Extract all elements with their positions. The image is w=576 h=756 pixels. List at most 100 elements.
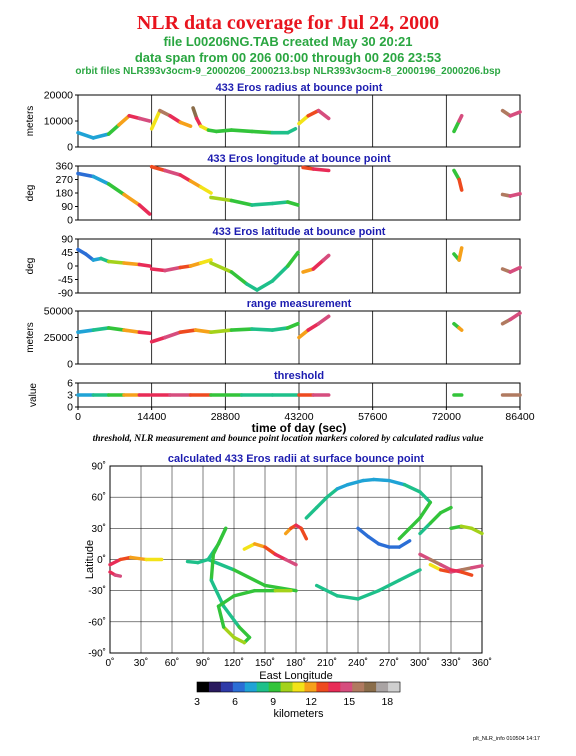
data-trace <box>76 171 96 179</box>
y-axis-label: deg <box>25 185 36 202</box>
colorbar-swatch <box>232 682 246 692</box>
x-tick-label: 0 <box>75 411 81 423</box>
map-trace <box>459 524 474 531</box>
panel-title: 433 Eros latitude at bounce point <box>213 226 386 238</box>
data-trace <box>137 330 152 336</box>
map-trace <box>418 490 433 505</box>
x-axis-label: time of day (sec) <box>252 421 347 435</box>
map-trace <box>407 516 422 531</box>
map-trace <box>221 625 236 640</box>
map-trace <box>314 495 329 510</box>
data-trace <box>168 114 183 125</box>
colorbar-swatch <box>352 682 365 692</box>
y-tick-label: -90 <box>58 288 73 300</box>
footer-stamp: plt_NLR_info 010504 14:17 <box>473 736 540 742</box>
data-trace <box>285 321 300 330</box>
map-trace <box>232 568 267 588</box>
colorbar-swatch <box>280 682 293 692</box>
data-trace <box>229 128 254 134</box>
map-trace <box>314 583 340 598</box>
data-trace <box>91 132 111 140</box>
data-trace <box>457 114 464 123</box>
y-axis-label: value <box>28 383 39 407</box>
y-tick-label: 0 <box>67 261 73 273</box>
data-trace <box>137 116 152 123</box>
map-trace <box>335 594 360 601</box>
colorbar-tick-label: 12 <box>305 696 317 708</box>
data-trace <box>229 327 254 332</box>
y-axis-label: meters <box>25 106 36 137</box>
data-trace <box>149 267 167 273</box>
map-x-tick-label: 30˚ <box>134 657 148 669</box>
data-trace <box>149 108 162 131</box>
map-trace <box>216 594 236 608</box>
colorbar-swatch <box>316 682 329 692</box>
map-trace <box>387 478 407 487</box>
data-trace <box>250 201 275 207</box>
colorbar-label: kilometers <box>273 708 324 720</box>
map-y-tick-label: -30˚ <box>88 585 106 597</box>
map-x-tick-label: 240˚ <box>348 657 368 669</box>
map-trace <box>366 534 381 546</box>
time-panel-5: threshold 036 value 0 14400 28800 43200 57600 72… <box>28 370 535 435</box>
colorbar-swatch <box>388 682 401 692</box>
data-trace <box>178 120 193 128</box>
data-trace <box>198 258 213 265</box>
map-trace <box>232 588 257 598</box>
map-trace <box>418 521 433 536</box>
panel-title: 433 Eros radius at bounce point <box>216 82 383 94</box>
data-trace <box>198 185 213 195</box>
map-trace <box>108 557 123 567</box>
map-trace <box>402 483 422 494</box>
y-tick-label: 3 <box>67 390 73 402</box>
map-x-tick-label: 330˚ <box>441 657 461 669</box>
data-trace <box>193 328 213 335</box>
chart-caption: threshold, NLR measurement and bounce po… <box>92 434 484 444</box>
colorbar-swatch <box>340 682 353 692</box>
data-trace <box>91 326 111 332</box>
y-tick-label: 0 <box>67 402 73 414</box>
data-trace <box>316 108 331 121</box>
y-tick-label: 10000 <box>44 116 73 128</box>
data-trace <box>508 110 522 118</box>
data-trace <box>122 261 142 267</box>
map-trace <box>128 555 148 562</box>
data-trace <box>452 119 461 134</box>
map-trace <box>438 562 453 572</box>
map-trace <box>221 604 241 629</box>
map-trace <box>361 477 376 483</box>
map-trace <box>113 573 123 578</box>
data-trace <box>106 259 126 265</box>
data-trace <box>285 250 300 268</box>
page-title: NLR data coverage for Jul 24, 2000 <box>136 12 440 34</box>
y-axis-label: deg <box>25 258 36 275</box>
time-panel-4: range measurement 0 25000 50000 meters <box>25 298 522 371</box>
y-tick-label: 6 <box>67 378 73 390</box>
data-trace <box>163 330 183 340</box>
colorbar-swatch <box>256 682 270 692</box>
map-x-tick-label: 300˚ <box>410 657 430 669</box>
data-trace <box>270 264 290 283</box>
y-tick-label: 25000 <box>44 332 73 344</box>
data-trace <box>106 326 126 332</box>
data-trace <box>255 279 275 292</box>
data-span: data span from 00 206 00:00 through 00 2… <box>134 50 442 65</box>
colorbar-swatch <box>208 682 222 692</box>
y-tick-label: 90 <box>61 201 73 213</box>
data-trace <box>163 168 183 177</box>
data-trace <box>229 270 249 286</box>
map-x-tick-label: 90˚ <box>196 657 210 669</box>
map-trace <box>371 477 391 483</box>
data-trace <box>137 262 152 268</box>
map-trace <box>428 511 443 525</box>
colorbar: 3 6 9 12 15 18 kilometers <box>194 681 401 720</box>
data-trace <box>457 246 464 262</box>
map-trace <box>252 542 267 549</box>
time-panel-3: 433 Eros latitude at bounce point -90 -450… <box>25 226 522 300</box>
map-trace <box>376 542 391 549</box>
data-trace <box>149 335 167 344</box>
data-trace <box>306 321 321 332</box>
map-trace <box>335 483 350 491</box>
data-trace <box>91 174 111 186</box>
data-trace <box>106 182 126 197</box>
